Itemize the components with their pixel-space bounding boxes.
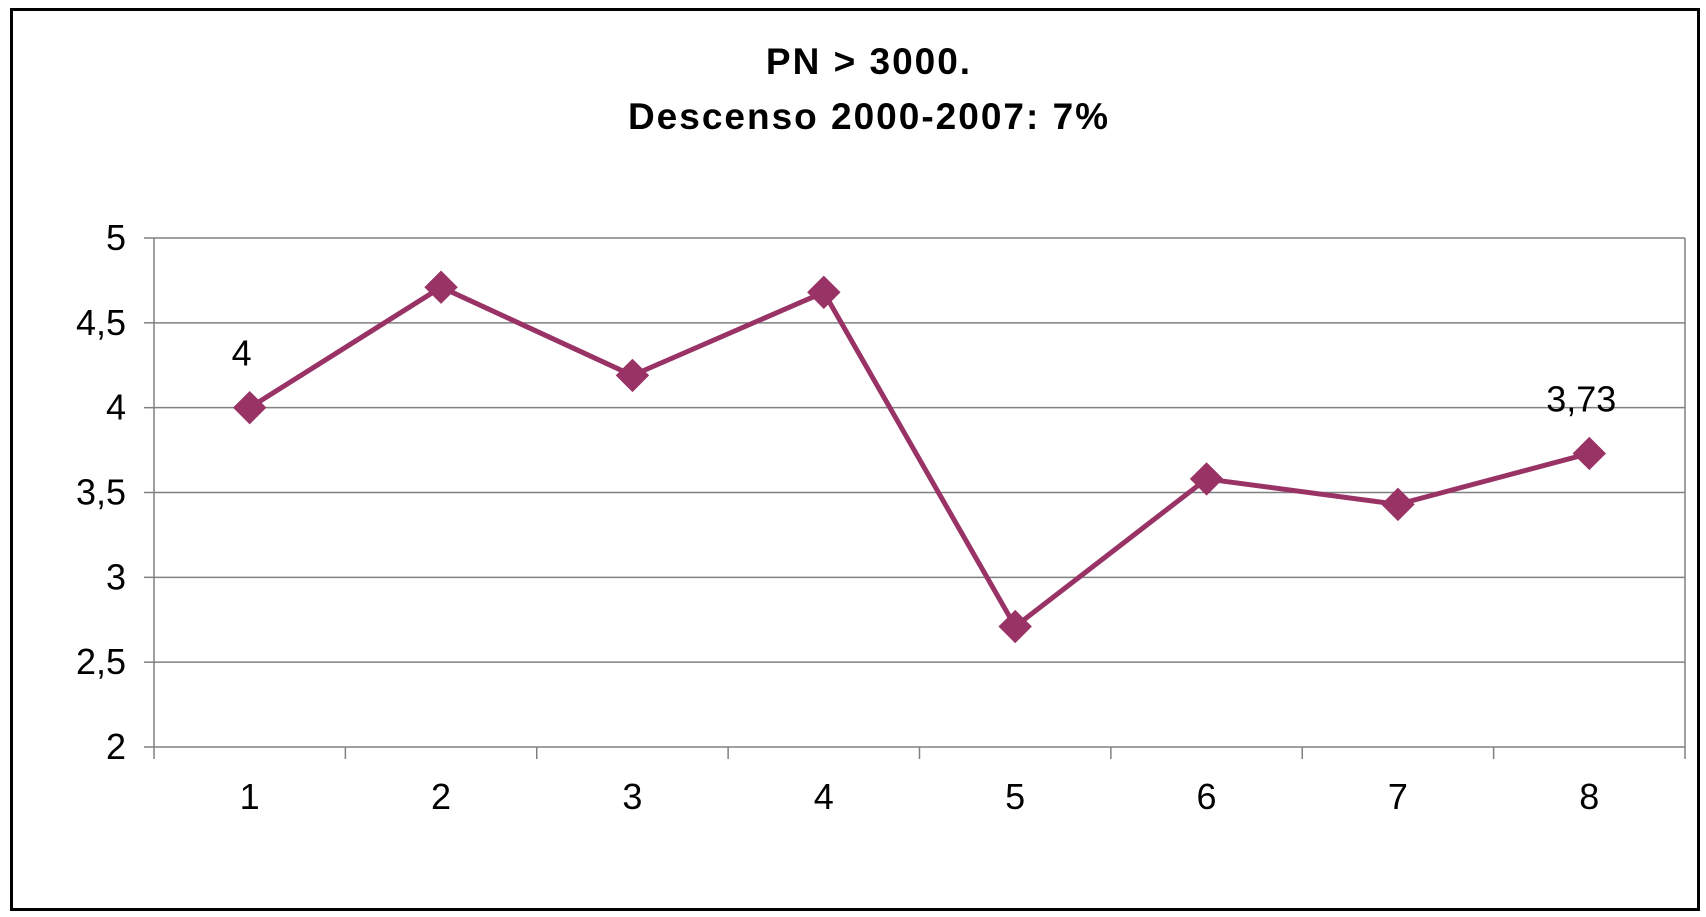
x-tick-label: 3	[622, 776, 642, 817]
x-tick-label: 5	[1005, 776, 1025, 817]
y-tick-label: 2	[106, 726, 126, 767]
data-label: 4	[232, 333, 252, 374]
data-point-7	[1381, 487, 1415, 522]
x-tick-label: 7	[1388, 776, 1408, 817]
label-layer: 43,73	[232, 333, 1617, 420]
x-tick-label: 4	[814, 776, 834, 817]
line-chart: PN > 3000. Descenso 2000-2007: 7% 2 2,5 3 3…	[76, 41, 1686, 817]
data-point-8	[1572, 436, 1607, 471]
data-point-1	[232, 390, 267, 425]
y-tick-label: 4,5	[76, 302, 126, 343]
series-layer	[232, 270, 1607, 644]
x-tick-label: 6	[1197, 776, 1217, 817]
data-point-3	[615, 358, 650, 393]
y-tick-label: 5	[106, 217, 126, 258]
axis-layer: 2 2,5 3 3,5 4 4,5 5 1 2 3 4 5 6 7 8	[76, 217, 1686, 817]
y-tick-label: 3,5	[76, 472, 126, 513]
data-label: 3,73	[1546, 378, 1616, 419]
x-tick-label: 8	[1579, 776, 1599, 817]
data-point-4	[807, 275, 841, 310]
y-tick-label: 4	[106, 387, 126, 428]
chart-title: PN > 3000.	[766, 41, 972, 82]
y-tick-label: 3	[106, 556, 126, 597]
chart-frame: PN > 3000. Descenso 2000-2007: 7% 2 2,5 3 3…	[10, 8, 1700, 911]
grid-layer	[154, 237, 1686, 747]
series-line-0	[248, 284, 1590, 630]
y-tick-label: 2,5	[76, 641, 126, 682]
data-point-5	[998, 609, 1032, 644]
x-tick-label: 1	[240, 776, 260, 817]
x-tick-label: 2	[431, 776, 451, 817]
data-point-2	[424, 270, 458, 304]
chart-subtitle: Descenso 2000-2007: 7%	[628, 96, 1110, 137]
data-point-6	[1189, 462, 1224, 496]
